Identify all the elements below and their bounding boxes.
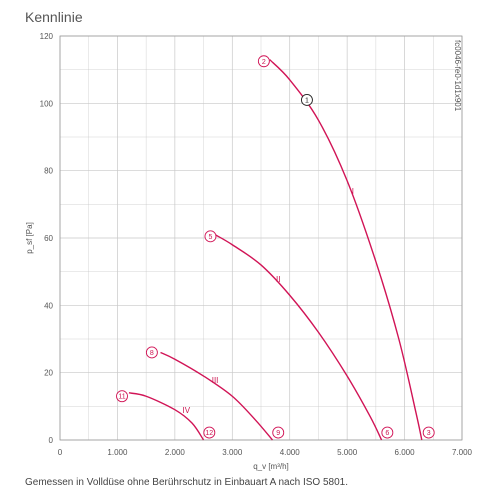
operating-point-marker: 5	[204, 230, 217, 243]
curve-label: III	[212, 376, 219, 385]
curve-iv	[128, 392, 205, 441]
x-tick-label: 3.000	[222, 448, 243, 457]
operating-point-marker: 9	[272, 426, 285, 439]
operating-point-circle	[116, 390, 128, 403]
operating-points: 2 1 3 5 6 8 9 11 12	[116, 55, 435, 439]
operating-point-circle	[381, 426, 394, 439]
chart-title: Kennlinie	[25, 9, 83, 25]
operating-point-marker: 11	[116, 390, 128, 403]
operating-point-circle	[145, 346, 158, 359]
y-tick-labels: 0 20 40 60 80 100 120	[40, 32, 54, 445]
x-tick-label: 0	[58, 448, 63, 457]
y-axis-label: p_sf [Pa]	[25, 222, 34, 254]
operating-point-marker: 6	[381, 426, 394, 439]
operating-point-marker: 12	[203, 426, 216, 439]
curve-label: IV	[183, 406, 191, 415]
curve-ii	[214, 234, 383, 441]
operating-point-label: 6	[385, 430, 389, 437]
side-code: fc0046-fe0-1d1x901	[453, 40, 462, 112]
operating-point-circle	[204, 230, 217, 243]
x-tick-label: 6.000	[395, 448, 416, 457]
x-tick-label: 7.000	[452, 448, 473, 457]
y-tick-label: 60	[44, 234, 53, 243]
operating-point-label: 2	[262, 59, 266, 66]
operating-point-label: 12	[205, 430, 213, 437]
y-tick-label: 120	[40, 32, 54, 41]
y-tick-label: 100	[40, 99, 54, 108]
operating-point-circle	[272, 426, 285, 439]
x-tick-label: 4.000	[280, 448, 301, 457]
operating-point-marker: 3	[422, 426, 435, 439]
curve-label: I	[352, 187, 354, 196]
x-tick-label: 1.000	[107, 448, 128, 457]
operating-point-label: 8	[150, 350, 154, 357]
operating-point-label: 5	[209, 234, 213, 241]
operating-point-marker: 2	[257, 55, 270, 68]
y-tick-label: 20	[44, 369, 53, 378]
operating-point-circle	[422, 426, 435, 439]
operating-point-marker: 1	[300, 94, 313, 106]
x-tick-labels: 0 1.000 2.000 3.000 4.000 5.000 6.000 7.000	[58, 448, 473, 457]
grid-lines	[59, 35, 463, 441]
curve-iii	[160, 351, 274, 441]
operating-point-circle	[300, 94, 313, 106]
curve-i	[269, 59, 423, 441]
x-tick-label: 2.000	[165, 448, 186, 457]
operating-point-label: 3	[427, 430, 431, 437]
y-tick-label: 80	[44, 167, 53, 176]
operating-point-label: 9	[276, 430, 280, 437]
operating-point-label: 1	[305, 97, 309, 104]
operating-point-circle	[203, 426, 216, 439]
curve-label: II	[276, 275, 280, 284]
x-tick-label: 5.000	[337, 448, 358, 457]
plot-frame	[59, 35, 463, 441]
operating-point-marker: 8	[145, 346, 158, 359]
operating-point-label: 11	[118, 394, 125, 401]
footnote: Gemessen in Volldüse ohne Berührschutz i…	[25, 477, 348, 488]
x-axis-label: q_v [m³/h]	[253, 462, 289, 471]
operating-point-circle	[257, 55, 270, 68]
y-tick-label: 40	[44, 301, 53, 310]
y-tick-label: 0	[49, 436, 54, 445]
